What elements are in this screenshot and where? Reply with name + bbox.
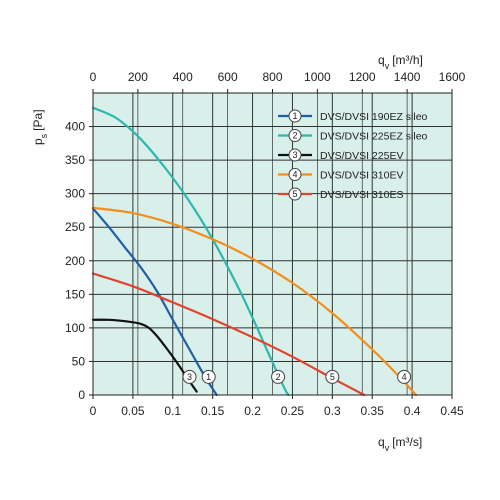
y-tick-label: 350 (65, 153, 85, 167)
legend-marker-5 (288, 187, 302, 201)
x-axis-label: qv [m³/s] (378, 435, 422, 453)
x-tick-label: 0.25 (281, 404, 305, 418)
curve-marker-label-1: 1 (206, 372, 211, 382)
series-line-4 (91, 206, 418, 397)
legend-marker-label-4: 4 (292, 170, 297, 180)
legend-marker-3 (288, 148, 302, 162)
x-tick-label: 0.3 (324, 404, 341, 418)
x-axis-ticks: 0 0.05 0.1 0.15 0.2 0.25 0.3 0.35 0.4 0.45 (90, 395, 464, 418)
legend-marker-1 (288, 109, 302, 123)
y-tick-label: 0 (78, 388, 85, 402)
y-tick-label: 250 (65, 220, 85, 234)
curve-marker-5 (325, 369, 340, 384)
y-tick-label: 300 (65, 187, 85, 201)
curve-marker-3 (182, 369, 197, 384)
curve-markers: 1 2 3 4 5 (182, 369, 412, 384)
y-axis-ticks: 0 50 100 150 200 250 300 350 400 (65, 120, 93, 402)
legend-marker-2 (288, 129, 302, 142)
y-tick-label: 50 (72, 354, 86, 368)
x2-tick-label: 1400 (394, 70, 421, 84)
curve-marker-label-2: 2 (276, 372, 281, 382)
x-tick-label: 0.4 (404, 404, 421, 418)
y-tick-label: 400 (65, 120, 85, 134)
curve-marker-label-5: 5 (330, 372, 335, 382)
y-axis-label: ps[Pa] (31, 109, 49, 145)
legend-entry-3: DVS/DVSI 225EV (320, 150, 403, 162)
legend-entry-5: DVS/DVSI 310ES (320, 189, 403, 201)
series-lines (91, 106, 418, 397)
x2-tick-label: 0 (90, 70, 97, 84)
legend: 1 DVS/DVSI 190EZ sileo 2 DVS/DVSI 225EZ sil… (278, 109, 428, 201)
legend-entry-4: DVS/DVSI 310EV (320, 170, 403, 182)
legend-marker-label-3: 3 (292, 150, 297, 160)
x2-axis-label: qv [m³/h] (378, 53, 423, 71)
y-tick-label: 200 (65, 254, 85, 268)
legend-marker-label-5: 5 (292, 189, 297, 199)
x-tick-label: 0.05 (121, 404, 145, 418)
legend-marker-label-2: 2 (292, 131, 297, 141)
series-line-3 (91, 318, 198, 393)
x2-tick-label: 200 (128, 70, 148, 84)
legend-entry-2: DVS/DVSI 225EZ sileo (320, 131, 428, 143)
x2-axis-ticks: 0 200 400 600 800 1000 1200 1400 1600 (90, 70, 466, 93)
x2-tick-label: 800 (262, 70, 282, 84)
x2-tick-label: 600 (218, 70, 238, 84)
x-tick-label: 0.2 (244, 404, 261, 418)
x2-tick-label: 1600 (439, 70, 466, 84)
x-tick-label: 0 (90, 404, 97, 418)
y-tick-label: 100 (65, 321, 85, 335)
x-tick-label: 0.35 (361, 404, 385, 418)
curve-marker-label-3: 3 (187, 372, 192, 382)
curve-marker-2 (271, 369, 286, 384)
curve-marker-label-4: 4 (402, 372, 407, 382)
x2-tick-label: 1200 (349, 70, 376, 84)
x-tick-label: 0.1 (164, 404, 181, 418)
y-tick-label: 150 (65, 287, 85, 301)
x-tick-label: 0.45 (440, 404, 464, 418)
curve-marker-1 (201, 369, 216, 384)
legend-entry-1: DVS/DVSI 190EZ sileo (320, 111, 428, 123)
x2-tick-label: 400 (173, 70, 193, 84)
legend-marker-label-1: 1 (292, 111, 297, 121)
x2-tick-label: 1000 (304, 70, 331, 84)
curve-marker-4 (397, 369, 412, 384)
legend-marker-4 (288, 168, 302, 181)
series-line-1 (91, 207, 218, 397)
x-tick-label: 0.15 (201, 404, 225, 418)
